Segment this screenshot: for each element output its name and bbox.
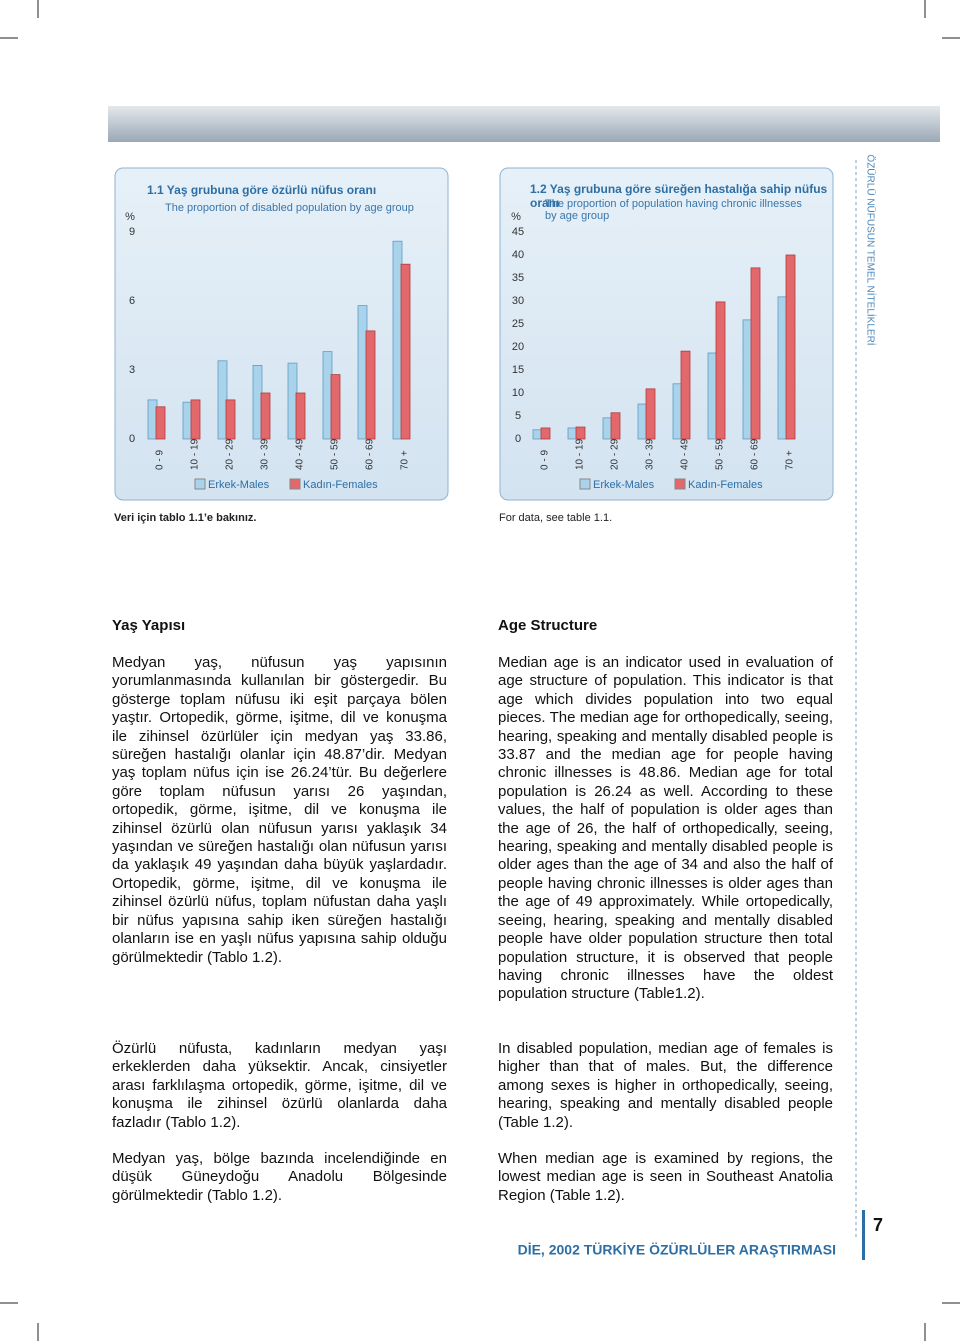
bar — [645, 388, 656, 440]
note: For data, see table 1.1. — [499, 512, 613, 524]
bar — [190, 399, 201, 440]
legend-label: Erkek-Males — [593, 479, 655, 491]
y-tick-label: 30 — [512, 295, 524, 307]
bar — [540, 427, 551, 440]
legend-swatch — [674, 478, 686, 490]
x-tick-label: 20 - 29 — [225, 438, 236, 470]
y-tick-label: 5 — [515, 410, 521, 422]
paragraph: Median age is an indicator used in evalu… — [498, 654, 833, 1003]
y-tick-label: 0 — [515, 433, 521, 445]
y-tick-label: 0 — [129, 433, 135, 445]
y-tick-label: 20 — [512, 341, 524, 353]
chart-title: 1.1 Yaş grubuna göre özürlü nüfus oranı — [147, 183, 377, 197]
x-tick-label: 0 - 9 — [540, 450, 551, 470]
chart-subtitle: The proportion of population having chro… — [545, 198, 802, 222]
paragraph: Özürlü nüfusta, kadınların medyan yaşı e… — [112, 1040, 447, 1131]
legend-swatch — [289, 478, 301, 490]
x-tick-label: 30 - 39 — [645, 438, 656, 470]
bar — [610, 412, 621, 440]
bar — [295, 392, 306, 440]
x-tick-label: 10 - 19 — [575, 438, 586, 470]
y-tick-label: 3 — [129, 364, 135, 376]
note: Veri için tablo 1.1’e bakınız. — [114, 512, 257, 524]
paragraph: Medyan yaş, bölge bazında incelendiğinde… — [112, 1150, 447, 1204]
header-band — [108, 106, 940, 142]
bar — [575, 426, 586, 440]
paragraph: Medyan yaş, nüfusun yaş yapısının yoruml… — [112, 654, 447, 966]
y-tick-label: 45 — [512, 226, 524, 238]
x-tick-label: 30 - 39 — [260, 438, 271, 470]
legend-swatch — [194, 478, 206, 490]
bar — [155, 406, 166, 440]
bar — [225, 399, 236, 440]
legend-label: Kadın-Females — [303, 479, 378, 491]
bar — [365, 330, 376, 440]
bar — [680, 350, 691, 440]
y-tick-label: 6 — [129, 295, 135, 307]
y-tick-label: 35 — [512, 272, 524, 284]
x-tick-label: 0 - 9 — [155, 450, 166, 470]
bar — [750, 267, 761, 440]
bar — [715, 301, 726, 440]
x-tick-label: 10 - 19 — [190, 438, 201, 470]
chart-subtitle: The proportion of disabled population by… — [165, 202, 414, 214]
x-tick-label: 70 + — [785, 450, 796, 470]
heading: Age Structure — [498, 617, 598, 634]
legend-label: Erkek-Males — [208, 479, 270, 491]
x-tick-label: 20 - 29 — [610, 438, 621, 470]
y-tick-label: 9 — [129, 226, 135, 238]
y-tick-label: 15 — [512, 364, 524, 376]
bar — [330, 374, 341, 440]
x-tick-label: 70 + — [400, 450, 411, 470]
bar — [785, 254, 796, 440]
bar — [400, 263, 411, 440]
chart-title: 1.2 Yaş grubuna göre süreğen hastalığa s… — [530, 182, 828, 210]
footer-bar — [862, 1210, 865, 1260]
x-tick-label: 50 - 59 — [330, 438, 341, 470]
bar — [260, 392, 271, 440]
legend-label: Kadın-Females — [688, 479, 763, 491]
y-tick-label: 10 — [512, 387, 524, 399]
page-number: 7 — [873, 1215, 883, 1235]
y-axis-label: % — [511, 211, 521, 223]
legend-swatch — [579, 478, 591, 490]
side-title: ÖZÜRLÜ NÜFUSUN TEMEL NİTELİKLERİ — [864, 154, 877, 345]
paragraph: When median age is examined by regions, … — [498, 1150, 833, 1204]
x-tick-label: 40 - 49 — [295, 438, 306, 470]
y-tick-label: 40 — [512, 249, 524, 261]
y-tick-label: 25 — [512, 318, 524, 330]
paragraph: In disabled population, median age of fe… — [498, 1040, 833, 1131]
x-tick-label: 60 - 69 — [365, 438, 376, 470]
footer: DİE, 2002 TÜRKİYE ÖZÜRLÜLER ARAŞTIRMASI — [518, 1242, 836, 1258]
x-tick-label: 50 - 59 — [715, 438, 726, 470]
x-tick-label: 40 - 49 — [680, 438, 691, 470]
y-axis-label: % — [125, 211, 135, 223]
x-tick-label: 60 - 69 — [750, 438, 761, 470]
heading: Yaş Yapısı — [112, 617, 186, 634]
